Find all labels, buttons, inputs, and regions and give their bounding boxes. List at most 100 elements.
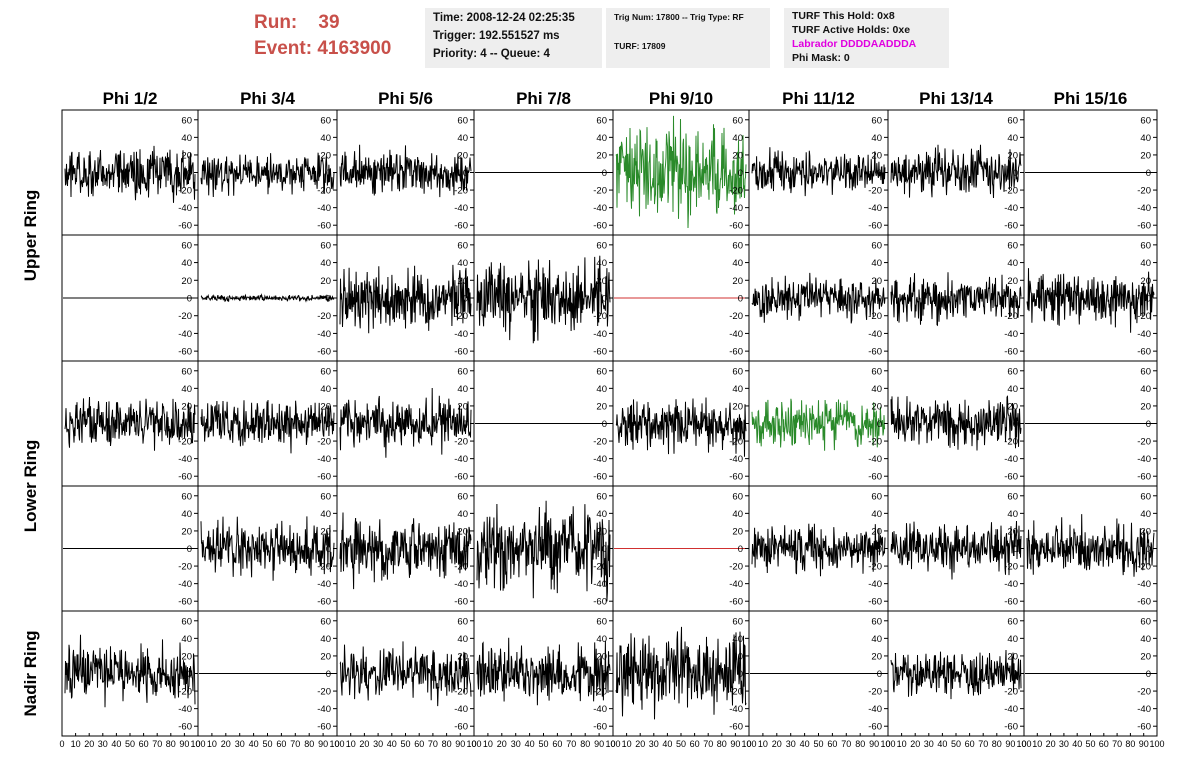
- x-tick-label: 40: [662, 739, 672, 749]
- y-tick-label: -20: [178, 311, 192, 322]
- y-tick-label: -60: [729, 472, 743, 483]
- x-tick-label: 40: [800, 739, 810, 749]
- y-tick-label: -60: [1137, 221, 1151, 232]
- y-tick-label: -40: [1137, 203, 1151, 214]
- x-tick-label: 20: [772, 739, 782, 749]
- y-tick-label: 20: [320, 526, 331, 537]
- y-tick-label: 60: [871, 240, 882, 251]
- x-tick-label: 30: [511, 739, 521, 749]
- y-tick-label: 0: [602, 544, 607, 555]
- y-tick-label: -20: [454, 687, 468, 698]
- y-tick-label: -20: [868, 186, 882, 197]
- y-tick-label: -40: [1004, 203, 1018, 214]
- y-tick-label: 20: [871, 276, 882, 287]
- y-tick-label: 60: [871, 115, 882, 126]
- y-tick-label: 20: [596, 651, 607, 662]
- column-label: Phi 11/12: [782, 89, 855, 108]
- y-tick-label: 0: [463, 294, 468, 305]
- y-tick-label: 0: [738, 168, 743, 179]
- y-tick-label: 20: [457, 276, 468, 287]
- y-tick-label: 60: [596, 366, 607, 377]
- y-tick-label: 0: [877, 168, 882, 179]
- x-tick-label: 20: [497, 739, 507, 749]
- column-label: Phi 3/4: [240, 89, 295, 108]
- y-tick-label: 40: [320, 258, 331, 269]
- x-tick-label: 60: [139, 739, 149, 749]
- y-tick-label: -60: [593, 472, 607, 483]
- waveform-trace: [200, 399, 335, 454]
- y-tick-label: -60: [1137, 347, 1151, 358]
- y-tick-label: 40: [732, 634, 743, 645]
- y-tick-label: -60: [593, 221, 607, 232]
- y-tick-label: -40: [1004, 579, 1018, 590]
- y-tick-label: -60: [868, 347, 882, 358]
- phi-mask: Phi Mask: 0: [792, 52, 850, 64]
- y-tick-label: -20: [317, 562, 331, 573]
- y-tick-label: 60: [181, 366, 192, 377]
- y-tick-label: -20: [868, 311, 882, 322]
- y-tick-label: 40: [457, 133, 468, 144]
- x-tick-label: 100: [1016, 739, 1031, 749]
- y-tick-label: 0: [463, 168, 468, 179]
- column-label: Phi 13/14: [919, 89, 993, 108]
- y-tick-label: 60: [596, 240, 607, 251]
- x-tick-label: 80: [166, 739, 176, 749]
- y-tick-label: 40: [1140, 133, 1151, 144]
- x-tick-label: 100: [605, 739, 620, 749]
- y-tick-label: 40: [1140, 634, 1151, 645]
- y-tick-label: 20: [1007, 276, 1018, 287]
- x-tick-label: 70: [841, 739, 851, 749]
- y-tick-label: -60: [178, 347, 192, 358]
- column-label: Phi 9/10: [649, 89, 713, 108]
- y-tick-label: -20: [1004, 437, 1018, 448]
- waveform-trace: [200, 293, 335, 303]
- y-tick-label: -40: [454, 329, 468, 340]
- y-tick-label: -20: [729, 437, 743, 448]
- y-tick-label: 40: [457, 258, 468, 269]
- y-tick-label: -40: [1004, 454, 1018, 465]
- y-tick-label: -20: [868, 562, 882, 573]
- x-tick-label: 30: [786, 739, 796, 749]
- x-tick-label: 40: [387, 739, 397, 749]
- y-tick-label: 20: [1140, 276, 1151, 287]
- y-tick-label: -40: [593, 704, 607, 715]
- y-tick-label: 40: [181, 133, 192, 144]
- x-tick-label: 60: [690, 739, 700, 749]
- turf-active-holds: TURF Active Holds: 0xe: [792, 24, 911, 36]
- y-tick-label: -40: [1004, 329, 1018, 340]
- panel-frame: [336, 610, 475, 737]
- y-tick-label: -60: [729, 722, 743, 733]
- waveform-trace: [64, 145, 196, 203]
- y-tick-label: 40: [1007, 634, 1018, 645]
- y-tick-label: 0: [463, 544, 468, 555]
- x-tick-label: 40: [937, 739, 947, 749]
- y-tick-label: 60: [457, 366, 468, 377]
- y-tick-label: -20: [729, 311, 743, 322]
- y-tick-label: 60: [181, 616, 192, 627]
- y-tick-label: 40: [732, 509, 743, 520]
- waveform-trace: [64, 396, 196, 451]
- y-tick-label: 60: [1140, 491, 1151, 502]
- waveform-trace: [615, 115, 747, 229]
- waveform-trace: [339, 641, 472, 707]
- y-tick-label: 20: [596, 526, 607, 537]
- y-tick-label: 40: [1140, 384, 1151, 395]
- y-tick-label: -60: [1004, 221, 1018, 232]
- y-tick-label: 60: [457, 491, 468, 502]
- waveform-trace: [476, 500, 611, 602]
- y-tick-label: -40: [729, 203, 743, 214]
- y-tick-label: -40: [454, 454, 468, 465]
- y-tick-label: -40: [317, 579, 331, 590]
- y-tick-label: 40: [732, 133, 743, 144]
- waveform-trace: [890, 395, 1022, 451]
- y-tick-label: -60: [454, 347, 468, 358]
- waveform-trace: [890, 520, 1022, 580]
- y-tick-label: -40: [178, 329, 192, 340]
- y-tick-label: 20: [181, 150, 192, 161]
- x-tick-label: 60: [965, 739, 975, 749]
- y-tick-label: -40: [729, 329, 743, 340]
- y-tick-label: 40: [320, 384, 331, 395]
- waveform-trace: [64, 634, 196, 708]
- y-tick-label: -60: [868, 472, 882, 483]
- y-tick-label: -40: [454, 203, 468, 214]
